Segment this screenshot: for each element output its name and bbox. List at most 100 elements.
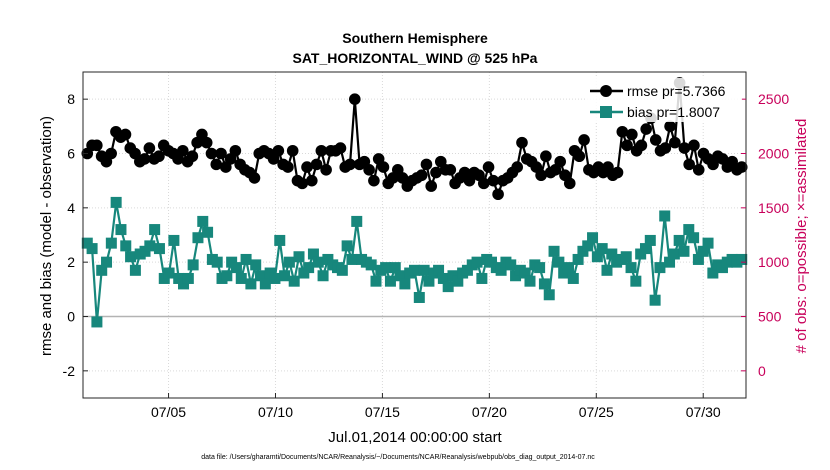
data-point	[736, 253, 748, 265]
data-point	[283, 256, 295, 268]
data-point	[229, 144, 242, 157]
data-point	[535, 169, 547, 182]
data-point	[377, 161, 390, 173]
data-point	[437, 272, 449, 284]
data-point	[516, 136, 528, 149]
data-point	[384, 275, 396, 287]
data-point	[562, 262, 574, 274]
data-point	[389, 262, 401, 274]
data-point	[543, 289, 555, 301]
data-point	[707, 267, 719, 279]
data-point	[606, 248, 618, 260]
data-point	[202, 226, 214, 238]
legend-rmse-marker	[600, 85, 612, 97]
data-point	[197, 215, 209, 227]
data-point	[683, 224, 695, 236]
y-tick-label: -2	[63, 363, 76, 379]
y-tick-label: 4	[67, 200, 75, 216]
data-point	[368, 174, 380, 187]
data-point	[144, 240, 156, 252]
data-point	[688, 139, 700, 152]
data-point	[678, 245, 690, 257]
data-point	[288, 275, 300, 287]
data-point	[230, 262, 242, 274]
data-point	[143, 142, 156, 154]
data-point	[125, 251, 137, 263]
data-point	[554, 155, 566, 168]
data-point	[511, 161, 524, 173]
data-point	[192, 232, 204, 244]
data-point	[640, 123, 652, 135]
data-point	[303, 262, 315, 274]
data-point	[215, 147, 227, 160]
data-file-footnote: data file: /Users/gharamti/Documents/NCA…	[201, 454, 595, 461]
data-point	[688, 232, 700, 244]
data-point	[274, 234, 286, 246]
data-point	[248, 172, 261, 184]
data-point	[444, 164, 457, 176]
data-point	[221, 270, 233, 282]
data-point	[91, 139, 103, 152]
data-point	[668, 248, 680, 260]
data-point	[272, 144, 285, 157]
data-point	[487, 174, 500, 187]
data-point	[567, 272, 579, 284]
data-series	[81, 77, 748, 328]
data-point	[296, 177, 309, 190]
axis-ticks: 07/05 07/10 07/15 07/20 07/25 07/30 -2 0 2 4 6 8 0 50…	[63, 91, 790, 420]
data-point	[735, 161, 748, 173]
y-tick-label: 2	[67, 254, 75, 270]
data-point	[307, 248, 319, 260]
data-point	[553, 256, 565, 268]
data-point	[626, 128, 638, 141]
data-point	[476, 272, 488, 284]
data-point	[697, 245, 709, 257]
data-point	[394, 270, 406, 282]
y2-tick-label: 1000	[758, 254, 789, 270]
legend-rmse-label: rmse pr=5.7366	[627, 83, 726, 99]
data-point	[471, 256, 483, 268]
data-point	[548, 245, 560, 257]
data-point	[351, 215, 363, 227]
data-point	[177, 144, 189, 157]
plot-frame	[82, 71, 747, 399]
data-point	[182, 272, 194, 284]
data-point	[240, 253, 252, 265]
y-axis-label: rmse and bias (model - observation)	[38, 116, 55, 356]
data-point	[430, 166, 442, 179]
data-point	[259, 278, 271, 290]
data-point	[120, 240, 132, 252]
data-point	[423, 275, 435, 287]
x-tick-label: 07/15	[365, 404, 400, 420]
data-point	[205, 147, 218, 160]
y2-tick-label: 2500	[758, 91, 789, 107]
data-point	[105, 147, 117, 160]
data-point	[678, 142, 691, 154]
data-point	[250, 259, 262, 271]
data-point	[635, 139, 648, 152]
chart-subtitle: SAT_HORIZONTAL_WIND @ 525 hPa	[293, 50, 538, 66]
data-point	[187, 259, 199, 271]
data-point	[649, 134, 662, 146]
data-point	[168, 234, 180, 246]
data-point	[269, 272, 281, 284]
data-point	[279, 270, 291, 282]
data-point	[301, 161, 313, 173]
data-point	[659, 142, 672, 154]
data-point	[341, 240, 353, 252]
data-point	[348, 93, 361, 105]
data-point	[620, 251, 632, 263]
data-point	[519, 267, 531, 279]
data-point	[344, 158, 356, 171]
data-point	[363, 164, 375, 176]
legend: rmse pr=5.7366 bias pr=1.8007	[587, 78, 742, 122]
data-point	[305, 174, 318, 187]
data-point	[186, 150, 199, 163]
x-tick-label: 07/10	[258, 404, 293, 420]
data-point	[346, 253, 358, 265]
data-point	[211, 256, 223, 268]
data-point	[210, 158, 223, 171]
data-point	[611, 166, 624, 179]
data-point	[673, 234, 685, 246]
data-point	[282, 161, 294, 173]
